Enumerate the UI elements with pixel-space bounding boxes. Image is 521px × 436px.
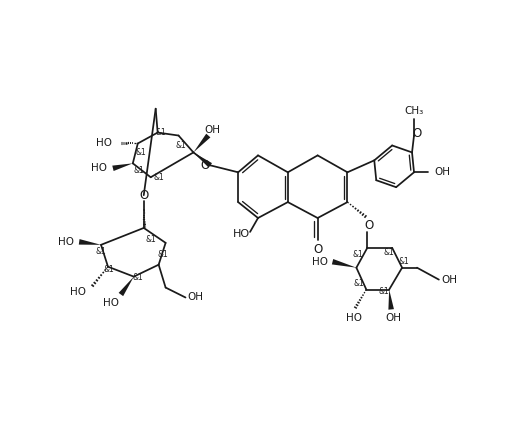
Polygon shape: [388, 290, 394, 310]
Text: OH: OH: [204, 125, 220, 135]
Text: &1: &1: [133, 166, 144, 175]
Text: HO: HO: [91, 164, 107, 174]
Text: O: O: [313, 243, 322, 256]
Text: HO: HO: [58, 237, 74, 247]
Text: &1: &1: [379, 287, 390, 296]
Text: HO: HO: [312, 257, 328, 267]
Text: &1: &1: [384, 248, 394, 257]
Text: &1: &1: [399, 257, 410, 266]
Text: HO: HO: [70, 286, 86, 296]
Text: OH: OH: [434, 167, 450, 177]
Text: &1: &1: [145, 235, 156, 244]
Text: HO: HO: [103, 299, 119, 308]
Text: &1: &1: [354, 279, 365, 288]
Text: O: O: [139, 189, 148, 201]
Text: &1: &1: [175, 141, 186, 150]
Text: OH: OH: [385, 313, 401, 324]
Text: O: O: [413, 127, 421, 140]
Polygon shape: [112, 164, 133, 171]
Text: OH: OH: [188, 293, 204, 303]
Text: &1: &1: [104, 265, 114, 274]
Text: &1: &1: [155, 128, 166, 137]
Text: OH: OH: [442, 275, 458, 285]
Text: &1: &1: [352, 250, 363, 259]
Text: &1: &1: [96, 247, 106, 256]
Polygon shape: [119, 276, 134, 296]
Text: &1: &1: [135, 148, 146, 157]
Text: &1: &1: [157, 250, 168, 259]
Polygon shape: [193, 134, 210, 153]
Polygon shape: [79, 239, 101, 245]
Text: HO: HO: [346, 313, 363, 324]
Polygon shape: [193, 153, 212, 167]
Text: HO: HO: [96, 139, 112, 149]
Text: &1: &1: [132, 273, 143, 282]
Text: CH₃: CH₃: [404, 106, 424, 116]
Text: &1: &1: [153, 173, 164, 182]
Polygon shape: [332, 259, 356, 268]
Text: HO: HO: [233, 229, 250, 239]
Text: O: O: [201, 159, 210, 172]
Text: O: O: [365, 219, 374, 232]
